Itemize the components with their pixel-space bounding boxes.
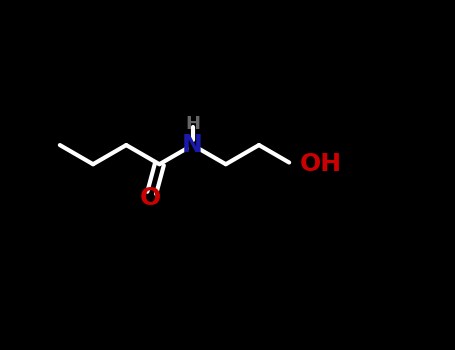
Text: OH: OH: [299, 152, 341, 176]
Text: H: H: [185, 115, 200, 133]
Text: O: O: [140, 186, 161, 210]
Text: N: N: [182, 133, 203, 157]
